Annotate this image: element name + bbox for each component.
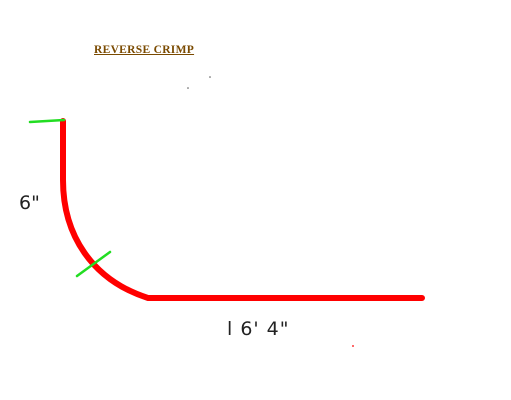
- bend-marker: [75, 250, 112, 278]
- top-end-marker: [28, 118, 66, 124]
- speck: [352, 345, 354, 347]
- vertical-leg-dimension: 6": [19, 192, 40, 214]
- crimp-profile-line: [60, 118, 425, 301]
- speck: [187, 87, 189, 89]
- horizontal-leg-dimension: l 6' 4": [227, 318, 290, 340]
- diagram-title: REVERSE CRIMP: [94, 44, 195, 56]
- speck: [209, 76, 211, 78]
